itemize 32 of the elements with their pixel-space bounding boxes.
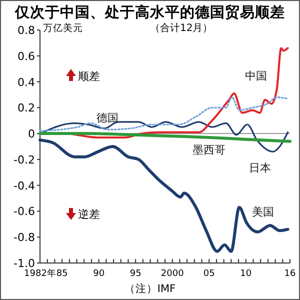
line-series xyxy=(38,138,290,253)
annotation: 顺差 xyxy=(78,70,100,83)
y-tick-label: -0.4 xyxy=(14,179,35,192)
line-series xyxy=(39,96,289,132)
y-axis-title: 万亿美元 xyxy=(43,22,83,34)
y-tick-label: 0.6 xyxy=(18,50,35,63)
series-label: 美国 xyxy=(252,205,274,218)
x-tick-label: 90 xyxy=(93,269,105,279)
x-tick-label: 95 xyxy=(130,269,142,279)
y-tick-label: 0 xyxy=(28,128,35,141)
annotation: 逆差 xyxy=(78,208,100,221)
y-tick-label: 0.2 xyxy=(18,102,35,115)
chart-subtitle: （合计12月） xyxy=(150,22,213,34)
y-tick-label: -1.0 xyxy=(14,257,35,270)
y-tick-label: 0.8 xyxy=(18,24,35,37)
series-label: 墨西哥 xyxy=(192,143,226,156)
line-series xyxy=(38,132,292,143)
series-label: 日本 xyxy=(249,162,272,175)
series-label: 中国 xyxy=(244,70,267,83)
text: （注）IMF xyxy=(124,282,176,295)
y-tick-label: 0.4 xyxy=(18,76,35,89)
y-tick-label: -0.8 xyxy=(14,231,35,244)
series-label: 德国 xyxy=(96,112,119,125)
y-tick-label: -0.6 xyxy=(14,205,35,218)
y-tick-label: -0.2 xyxy=(14,153,35,166)
x-tick-label: 16 xyxy=(284,269,296,279)
x-tick-label: 10 xyxy=(240,269,252,279)
chart-title: 仅次于中国、处于高水平的德国贸易顺差 xyxy=(14,3,285,21)
x-tick-label: 2000 xyxy=(160,269,184,279)
x-tick-label: 1982年 xyxy=(24,268,56,279)
x-tick-label: 05 xyxy=(203,269,215,279)
x-tick-label: 85 xyxy=(56,269,68,279)
